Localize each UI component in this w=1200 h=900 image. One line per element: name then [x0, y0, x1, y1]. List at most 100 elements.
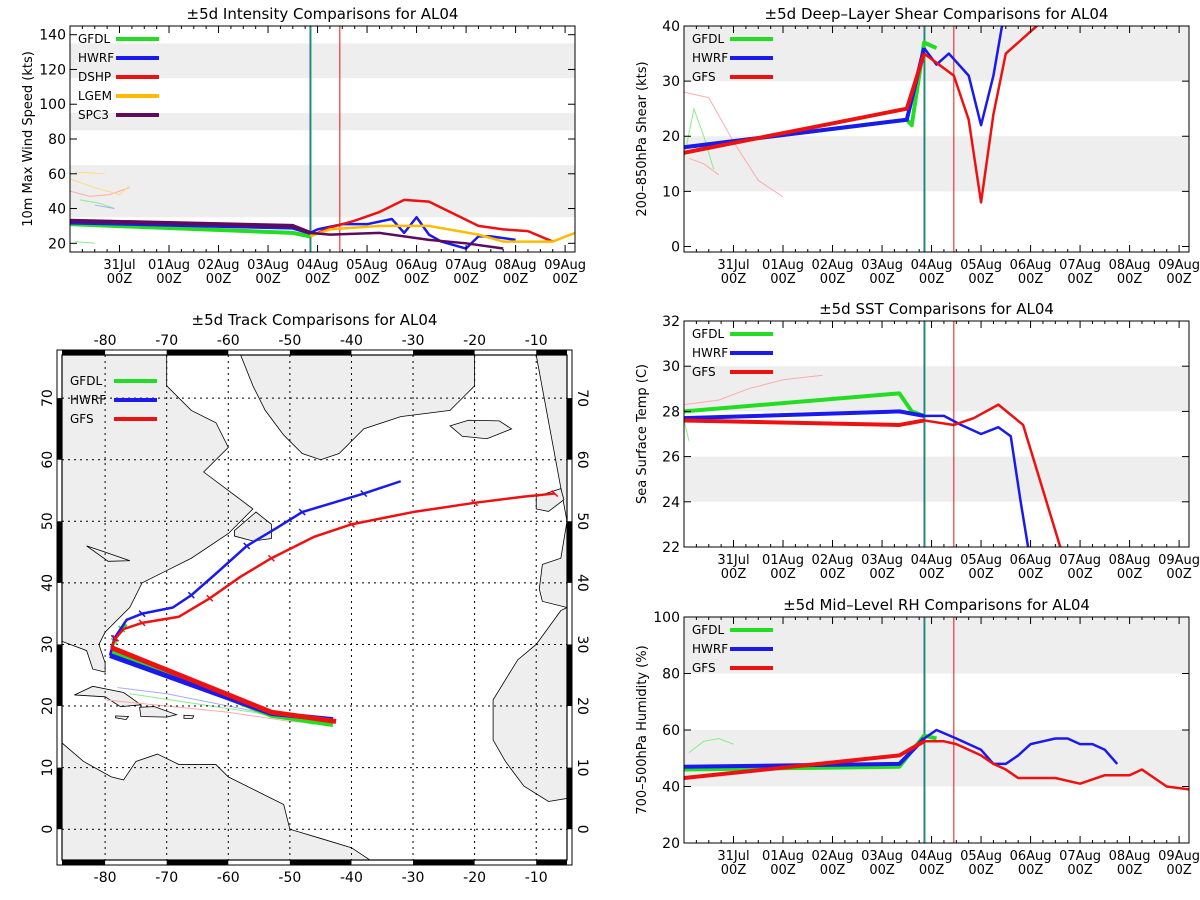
latitude-label-left: 20	[40, 697, 56, 715]
x-tick-label-hour: 00Z	[1166, 863, 1192, 878]
lake-outline	[86, 545, 130, 562]
series-line-gfs-forecast	[923, 403, 1062, 547]
x-tick-label-hour: 00Z	[107, 272, 133, 287]
longitude-label-top: -70	[155, 333, 178, 349]
x-tick-label-day: 02Aug	[812, 258, 854, 273]
legend-label: GFDL	[692, 623, 724, 637]
series-line-gfs	[684, 52, 927, 155]
map-border-segment	[62, 350, 106, 355]
legend-label: HWRF	[692, 51, 728, 65]
y-tick-label: 80	[662, 667, 680, 683]
x-tick-label-day: 05Aug	[960, 258, 1002, 273]
latitude-label-right: 70	[574, 389, 590, 407]
x-tick-label-hour: 00Z	[1067, 272, 1093, 287]
x-tick-label-hour: 00Z	[1018, 272, 1044, 287]
plot-area	[684, 321, 1062, 547]
legend-label: HWRF	[692, 346, 728, 360]
map-border-segment	[413, 350, 475, 355]
track-marker	[112, 634, 120, 642]
x-tick-label-hour: 00Z	[1117, 567, 1143, 582]
y-axis-label: 10m Max Wind Speed (kts)	[21, 51, 36, 227]
x-tick-label-hour: 00Z	[919, 863, 945, 878]
x-tick-label-hour: 00Z	[968, 863, 994, 878]
track-line-hwrf	[108, 480, 402, 656]
x-tick-label-hour: 00Z	[869, 863, 895, 878]
y-tick-label: 28	[662, 404, 680, 420]
x-tick-label-day: 06Aug	[1010, 258, 1052, 273]
latitude-label-right: 50	[574, 512, 590, 530]
x-tick-label-hour: 00Z	[255, 272, 281, 287]
y-tick-label: 24	[662, 495, 680, 511]
x-tick-label-hour: 00Z	[721, 272, 747, 287]
x-tick-label-day: 31Jul	[717, 553, 749, 568]
x-tick-label-hour: 00Z	[1117, 272, 1143, 287]
chart-title: ±5d Deep–Layer Shear Comparisons for AL0…	[765, 5, 1109, 23]
shaded-band	[70, 43, 575, 79]
faint-series-line	[74, 171, 105, 175]
x-tick-label-hour: 00Z	[552, 272, 578, 287]
track-marker	[471, 499, 479, 507]
y-tick-label: 100	[653, 610, 680, 626]
longitude-label-bottom: -30	[402, 870, 425, 886]
x-tick-label-day: 01Aug	[762, 849, 804, 864]
track-marker	[206, 594, 214, 602]
y-tick-label: 20	[662, 129, 680, 145]
x-tick-label-day: 08Aug	[1109, 258, 1151, 273]
map-border-segment	[536, 350, 567, 355]
y-tick-label: 140	[39, 28, 66, 44]
y-tick-label: 0	[671, 239, 680, 255]
track-marker	[267, 554, 275, 562]
panel-intensity: 2040608010012014031Jul00Z01Aug00Z02Aug00…	[21, 5, 586, 287]
series-line-hwrf-forecast	[924, 414, 1030, 547]
europe-landmass	[535, 355, 567, 608]
series-line-lgem	[309, 224, 575, 243]
x-tick-label-day: 07Aug	[1059, 849, 1101, 864]
x-tick-label-day: 01Aug	[148, 258, 190, 273]
north-america-landmass	[62, 355, 254, 673]
y-axis-label: 700–500hPa Humidity (%)	[635, 645, 650, 814]
jamaica-landmass	[115, 715, 130, 721]
latitude-label-right: 0	[574, 825, 590, 834]
x-tick-label-day: 08Aug	[495, 258, 537, 273]
x-tick-label-day: 06Aug	[396, 258, 438, 273]
x-tick-label-day: 09Aug	[1158, 553, 1200, 568]
track-marker	[551, 490, 559, 498]
greenland-landmass	[240, 355, 476, 461]
latitude-label-right: 40	[574, 574, 590, 592]
track-marker	[138, 610, 146, 618]
x-tick-label-day: 31Jul	[717, 258, 749, 273]
x-tick-label-day: 06Aug	[1010, 553, 1052, 568]
series-line-spc3	[70, 218, 311, 235]
panel-track: -80 -80 -70 -70 -60 -60 -50 -50 -40 -40 -30 -30 -20 -…	[40, 311, 590, 886]
map-border-segment	[57, 398, 62, 460]
map-border-segment	[567, 644, 572, 707]
x-tick-label-day: 04Aug	[911, 258, 953, 273]
legend-label: HWRF	[692, 642, 728, 656]
longitude-label-top: -20	[463, 333, 486, 349]
x-tick-label-day: 04Aug	[297, 258, 339, 273]
map-border-segment	[57, 644, 62, 707]
y-tick-label: 40	[662, 19, 680, 35]
y-tick-label: 32	[662, 314, 680, 330]
plot-area	[70, 26, 575, 252]
series-line-hwrf-forecast	[923, 728, 1119, 766]
legend-label: GFDL	[692, 327, 724, 341]
latitude-label-left: 50	[40, 512, 56, 530]
legend-label: LGEM	[78, 89, 112, 103]
longitude-label-bottom: -80	[94, 870, 117, 886]
x-tick-label-day: 05Aug	[960, 849, 1002, 864]
south-america-landmass	[62, 696, 371, 860]
y-tick-label: 60	[48, 167, 66, 183]
series-line-dshp	[309, 198, 554, 243]
shaded-band	[70, 165, 575, 218]
y-tick-label: 30	[662, 359, 680, 375]
chart-title: ±5d SST Comparisons for AL04	[819, 300, 1054, 318]
x-tick-label-hour: 00Z	[503, 272, 529, 287]
series-line-spc3-forecast	[310, 231, 504, 250]
x-tick-label-day: 01Aug	[762, 258, 804, 273]
track-marker	[347, 520, 355, 528]
legend-label: GFS	[692, 70, 716, 84]
longitude-label-top: -60	[217, 333, 240, 349]
latitude-label-right: 60	[574, 451, 590, 469]
